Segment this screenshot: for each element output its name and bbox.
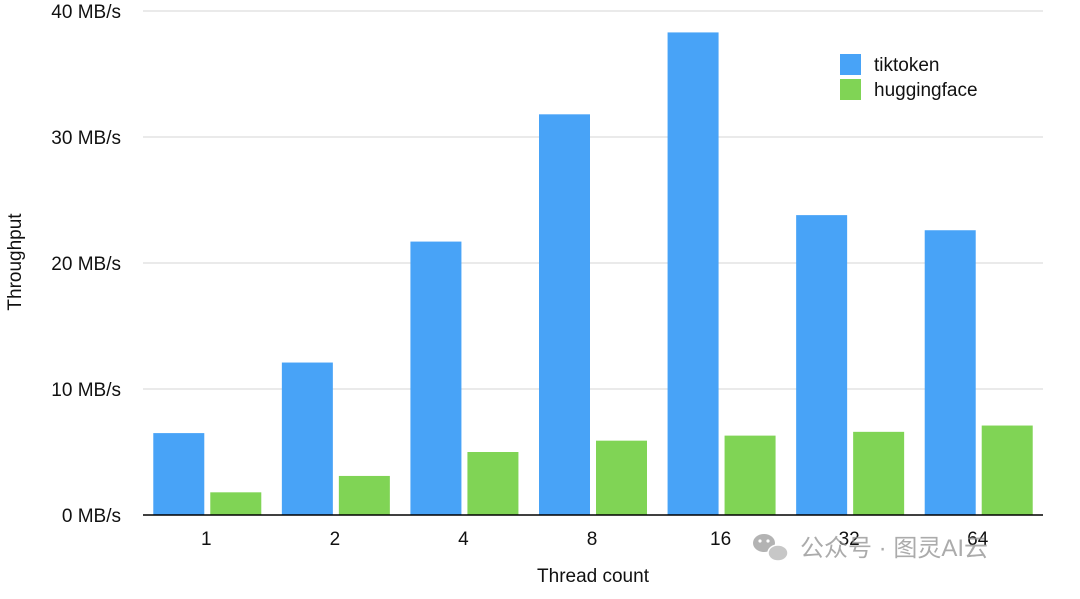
bar-huggingface-16 bbox=[724, 435, 776, 515]
watermark-text: 公众号 · 图灵AI云 bbox=[800, 535, 988, 562]
x-tick-label: 32 bbox=[839, 529, 860, 550]
grid-lines bbox=[143, 10, 1043, 390]
bar-tiktoken-64 bbox=[924, 230, 976, 516]
bar-tiktoken-32 bbox=[796, 215, 848, 515]
bars bbox=[153, 32, 1033, 516]
bar-tiktoken-16 bbox=[667, 32, 719, 516]
wechat-icon bbox=[753, 534, 789, 562]
legend-label-tiktoken: tiktoken bbox=[874, 55, 939, 76]
x-axis-label: Thread count bbox=[537, 566, 650, 587]
watermark: 公众号 · 图灵AI云 bbox=[753, 534, 988, 562]
bar-huggingface-64 bbox=[981, 425, 1033, 515]
bar-tiktoken-2 bbox=[281, 362, 333, 515]
y-tick-label: 30 MB/s bbox=[51, 128, 121, 149]
bar-tiktoken-4 bbox=[410, 241, 462, 515]
y-tick-label: 10 MB/s bbox=[51, 380, 121, 401]
y-tick-label: 40 MB/s bbox=[51, 2, 121, 23]
bar-huggingface-1 bbox=[210, 492, 262, 515]
legend-swatch-tiktoken bbox=[840, 54, 861, 75]
bar-huggingface-8 bbox=[596, 440, 647, 515]
x-tick-label: 8 bbox=[587, 529, 598, 550]
legend-label-huggingface: huggingface bbox=[874, 80, 978, 101]
bar-huggingface-2 bbox=[338, 475, 390, 515]
x-tick-label: 64 bbox=[967, 529, 989, 550]
x-tick-label: 2 bbox=[330, 529, 341, 550]
bar-huggingface-4 bbox=[467, 452, 519, 515]
legend: tiktoken huggingface bbox=[840, 54, 978, 101]
bar-huggingface-32 bbox=[853, 431, 905, 515]
legend-swatch-huggingface bbox=[840, 79, 861, 100]
bar-tiktoken-1 bbox=[153, 433, 205, 515]
y-tick-label: 0 MB/s bbox=[62, 506, 121, 527]
x-axis-ticks: 1 2 4 8 16 32 64 bbox=[201, 529, 989, 550]
x-tick-label: 4 bbox=[458, 529, 469, 550]
y-axis-ticks: 0 MB/s 10 MB/s 20 MB/s 30 MB/s 40 MB/s bbox=[51, 2, 121, 527]
y-axis-label: Throughput bbox=[5, 213, 26, 311]
bar-tiktoken-8 bbox=[539, 114, 590, 515]
x-tick-label: 16 bbox=[710, 529, 731, 550]
y-tick-label: 20 MB/s bbox=[51, 254, 121, 275]
x-tick-label: 1 bbox=[201, 529, 212, 550]
